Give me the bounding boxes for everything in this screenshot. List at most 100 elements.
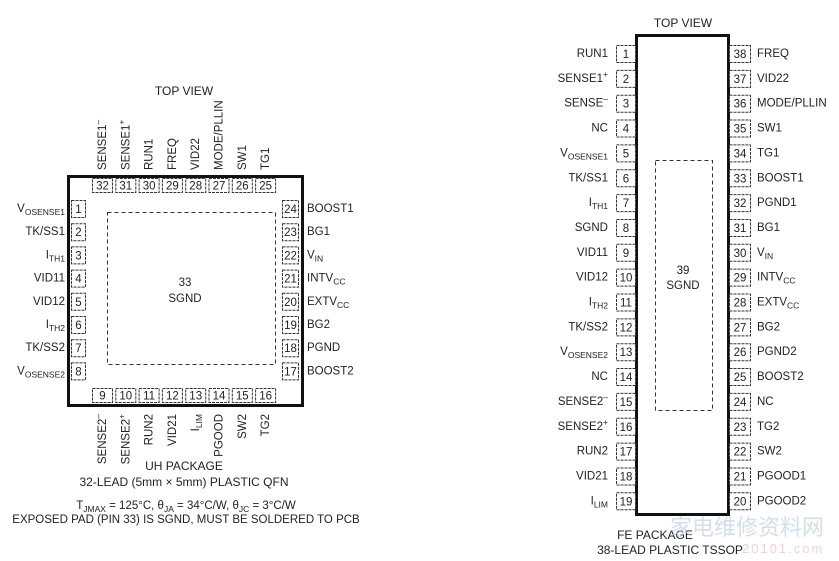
pin-label: SENSE2– — [558, 392, 608, 408]
label-part: EXTV — [307, 296, 337, 308]
pin-label: BG2 — [307, 319, 330, 331]
pin-number: 9 — [99, 391, 105, 403]
pin-number-box — [208, 388, 230, 403]
label-part: T — [76, 500, 83, 512]
pin-label: BG1 — [757, 222, 780, 234]
pin-12: 12 VID21 — [161, 388, 183, 446]
pin-25: 25 TG1 — [255, 148, 277, 193]
pin-number: 7 — [75, 343, 81, 355]
pin-label: MODE/PLLIN — [757, 98, 827, 110]
pin-number: 30 — [143, 181, 156, 193]
qfn-pad-name: SGND — [168, 293, 201, 305]
tssop-pad-name: SGND — [666, 280, 699, 292]
pin-label: TG1 — [260, 148, 272, 170]
pin-10: 10 VID12 — [576, 268, 636, 287]
pin-label: TK/SS1 — [25, 226, 65, 238]
pin-8: 8 VOSENSE2 — [17, 362, 86, 381]
pin-number-box — [282, 316, 299, 334]
pin-label: PGND2 — [757, 346, 797, 358]
pin-28: 28 EXTVCC — [729, 293, 799, 312]
pin-number-box — [729, 45, 751, 63]
pin-number: 14 — [213, 391, 226, 403]
pin-11: 11 ITH2 — [589, 293, 636, 312]
pin-number-box — [616, 194, 636, 213]
pin-number: 10 — [620, 273, 633, 285]
label-part: PGND — [307, 342, 340, 354]
pin-number: 31 — [734, 223, 747, 235]
pin-number: 9 — [623, 248, 629, 260]
label-part: FREQ — [167, 138, 179, 170]
pin-label: INTVCC — [307, 273, 345, 287]
pin-label: SENSE– — [564, 94, 608, 110]
pin-17: 17 BOOST2 — [282, 362, 354, 381]
pin-number: 6 — [623, 173, 629, 185]
pin-number: 18 — [284, 343, 297, 355]
pin-number: 17 — [620, 447, 633, 459]
pin-label: RUN1 — [144, 139, 156, 170]
label-part: CC — [787, 301, 799, 311]
pin-17: 17 RUN2 — [577, 442, 636, 461]
pin-label: SW1 — [757, 123, 782, 135]
pin-number-box — [616, 343, 636, 362]
pin-number-box — [616, 442, 636, 461]
pin-33: 33 BOOST1 — [729, 169, 804, 188]
label-part: V — [560, 346, 568, 358]
pin-number: 15 — [620, 397, 633, 409]
pin-26: 26 SW1 — [231, 145, 253, 193]
pin-24: 24 BOOST1 — [282, 200, 354, 218]
pin-label: INTVCC — [757, 272, 795, 286]
pin-number: 34 — [734, 148, 747, 160]
label-part: RUN1 — [577, 48, 608, 60]
pin-number: 8 — [75, 366, 81, 378]
label-part: + — [603, 69, 608, 79]
pin-number: 2 — [623, 74, 629, 86]
label-part: OSENSE2 — [568, 350, 608, 360]
qfn-package-desc: 32-LEAD (5mm × 5mm) PLASTIC QFN — [79, 475, 288, 489]
pin-number: 4 — [75, 274, 82, 286]
pin-number-box — [616, 243, 636, 262]
pin-number-box — [729, 318, 751, 337]
pin-number-box — [616, 368, 636, 387]
pin-number-box — [616, 268, 636, 287]
pin-number-box — [71, 292, 86, 311]
pin-number: 22 — [284, 250, 297, 262]
pin-number: 17 — [284, 366, 297, 378]
pin-35: 35 SW1 — [729, 119, 782, 138]
pin-number: 8 — [623, 223, 629, 235]
pin-label: VOSENSE1 — [17, 203, 65, 217]
label-part: RUN2 — [577, 446, 608, 458]
pin-number-box — [208, 178, 230, 193]
pin-number: 24 — [284, 204, 297, 216]
watermark-url: 20101.com — [742, 541, 824, 556]
pin-label: SENSE1+ — [116, 120, 132, 170]
pin-label: TK/SS2 — [568, 321, 608, 333]
label-part: – — [93, 120, 103, 125]
label-part: MODE/PLLIN — [757, 98, 827, 110]
pin-number-box — [161, 388, 183, 403]
pin-label: SW2 — [237, 414, 249, 439]
pin-26: 26 PGND2 — [729, 343, 797, 362]
pin-label: SENSE1+ — [558, 69, 608, 85]
pin-label: SENSE2+ — [558, 417, 608, 433]
pin-number-box — [729, 144, 751, 163]
qfn-package-name: UH PACKAGE — [145, 459, 223, 473]
qfn-package: TOP VIEW 33 SGND 32SENSE1–31SENSE1+30RUN… — [12, 84, 360, 526]
label-part: + — [116, 414, 126, 419]
label-part: RUN2 — [144, 414, 156, 445]
pin-label: TG1 — [757, 147, 779, 159]
pin-2: 2 SENSE1+ — [558, 69, 636, 88]
label-part: V — [307, 249, 315, 261]
pin-label: PGOOD — [214, 414, 226, 457]
pin-label: BG1 — [307, 226, 330, 238]
label-part: V — [17, 365, 25, 377]
pin-number: 29 — [166, 181, 179, 193]
label-part: SENSE2 — [97, 419, 109, 464]
pin-6: 6 TK/SS1 — [568, 169, 636, 188]
pin-27: 27 MODE/PLLIN — [208, 100, 230, 193]
pin-9: 9 VID11 — [577, 243, 636, 262]
pin-number: 3 — [623, 99, 629, 111]
pin-3: 3 ITH1 — [46, 246, 86, 265]
pin-31: 31 BG1 — [729, 218, 780, 237]
label-part: SENSE2 — [558, 396, 603, 408]
pin-label: EXTVCC — [307, 296, 349, 310]
